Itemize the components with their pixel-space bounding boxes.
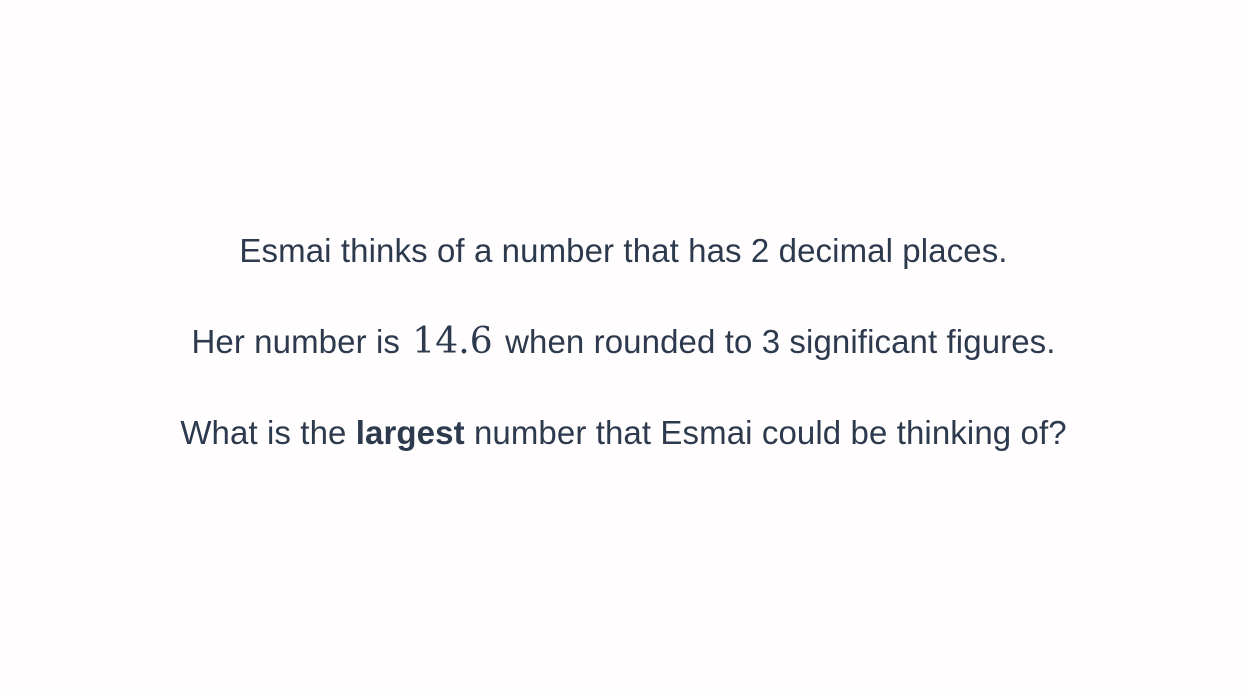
question-line-2: Her number is 14.6 when rounded to 3 sig… [0,322,1247,362]
question-line-3: What is the largest number that Esmai co… [0,413,1247,453]
emphasis-largest: largest [355,414,465,451]
math-value: 14.6 [412,321,493,362]
line-3-text-after: number that Esmai could be thinking of? [464,414,1067,451]
question-line-1: Esmai thinks of a number that has 2 deci… [239,232,1008,269]
line-2-text-after: when rounded to 3 significant figures. [495,323,1056,360]
line-3-text-before: What is the [180,414,356,451]
line-2-text-before: Her number is [191,323,410,360]
